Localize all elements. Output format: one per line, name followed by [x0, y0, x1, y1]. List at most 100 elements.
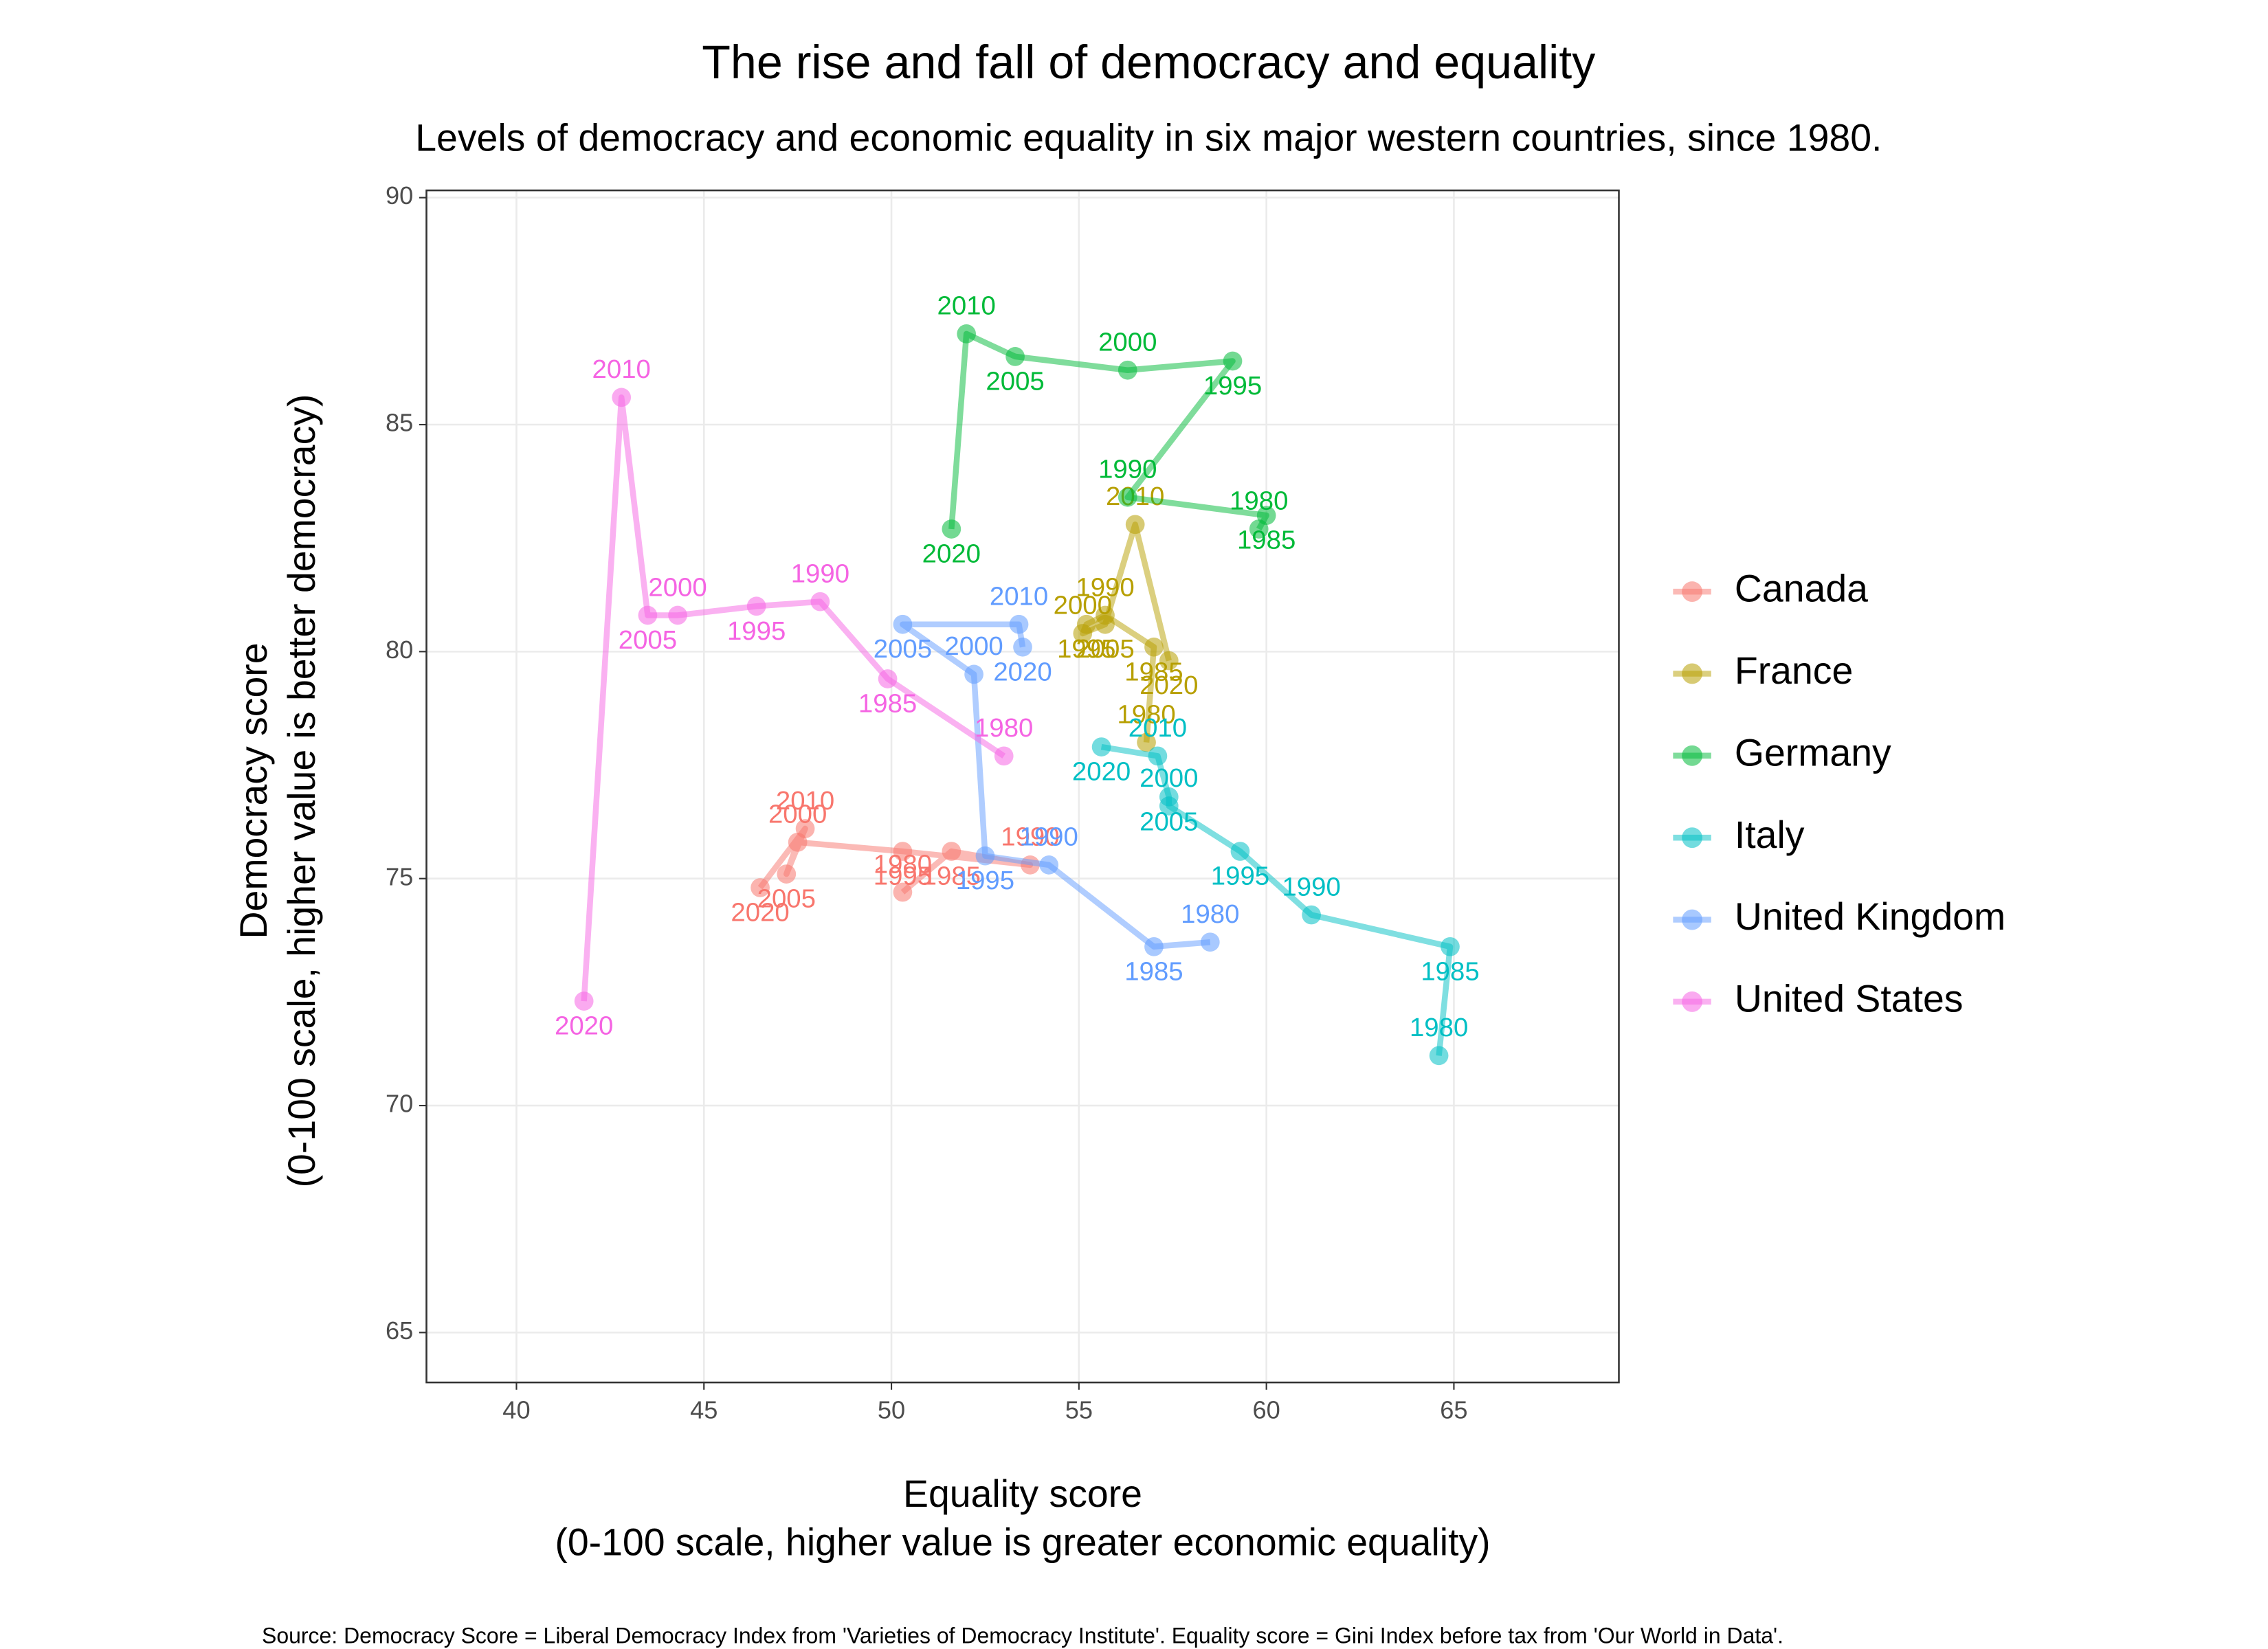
point-label: 1990: [1098, 454, 1157, 484]
data-point: [1256, 506, 1276, 526]
data-point: [1137, 732, 1156, 752]
series-line: [900, 621, 1211, 950]
x-axis-title: Equality score: [903, 1472, 1142, 1515]
data-point: [1073, 624, 1093, 643]
legend-label: Italy: [1735, 814, 1805, 856]
data-point: [878, 669, 898, 688]
point-label: 2010: [776, 786, 834, 816]
y-tick-label: 85: [386, 409, 413, 437]
data-point: [1118, 487, 1137, 507]
data-point: [1005, 347, 1025, 366]
legend-marker: [1682, 663, 1702, 684]
point-label: 2020: [993, 657, 1052, 686]
point-label: 1995: [874, 862, 932, 891]
legend-marker: [1682, 827, 1702, 849]
x-tick-label: 50: [878, 1395, 905, 1424]
point-label: 1990: [1282, 872, 1340, 901]
x-tick-label: 60: [1252, 1395, 1280, 1424]
data-point: [1230, 842, 1250, 861]
point-label: 1985: [1237, 526, 1296, 555]
data-point: [1009, 614, 1029, 634]
y-axis-title: Democracy score: [232, 642, 275, 939]
data-point: [1200, 932, 1220, 952]
x-axis-title: (0-100 scale, higher value is greater ec…: [555, 1521, 1490, 1563]
point-label: 1985: [1124, 956, 1183, 986]
data-point: [1441, 936, 1460, 956]
y-tick-label: 75: [386, 862, 413, 890]
y-axis-title: (0-100 scale, higher value is better dem…: [280, 394, 323, 1188]
point-label: 1980: [1117, 699, 1175, 729]
data-point: [751, 878, 770, 897]
point-label: 2020: [555, 1011, 613, 1041]
data-point: [942, 519, 961, 539]
data-point: [1429, 1046, 1449, 1066]
point-label: 1985: [922, 862, 981, 891]
data-point: [1125, 515, 1145, 535]
plot-border: [425, 189, 1620, 1384]
point-label: 2020: [922, 539, 981, 568]
point-label: 1990: [791, 559, 849, 588]
point-label: 1995: [956, 866, 1014, 895]
point-label: 1990: [1076, 572, 1134, 602]
y-tick-label: 70: [386, 1090, 413, 1118]
series-line: [581, 394, 1006, 1002]
data-point: [1118, 360, 1137, 380]
source-note: Source: Democracy Score = Liberal Democr…: [262, 1623, 1783, 1648]
y-tick-label: 90: [386, 181, 413, 210]
point-label: 2020: [1072, 757, 1131, 787]
point-label: 1980: [1410, 1013, 1468, 1042]
point-label: 1980: [975, 713, 1033, 743]
legend-label: France: [1735, 649, 1853, 692]
point-label: 1985: [858, 689, 917, 719]
point-label: 1980: [1181, 899, 1239, 929]
data-point: [612, 388, 632, 407]
point-label: 2005: [986, 366, 1044, 396]
chart-subtitle: Levels of democracy and economic equalit…: [415, 116, 1882, 159]
legend-label: Canada: [1735, 568, 1868, 610]
legend-marker: [1682, 581, 1702, 603]
data-point: [994, 746, 1014, 766]
y-tick-label: 80: [386, 636, 413, 664]
data-point: [1039, 855, 1059, 875]
data-point: [1223, 351, 1243, 371]
legend-marker: [1682, 745, 1702, 766]
data-point: [1159, 651, 1179, 671]
data-point: [1144, 637, 1164, 657]
point-label: 1995: [727, 616, 786, 646]
data-point: [810, 592, 830, 612]
x-tick-label: 40: [502, 1395, 530, 1424]
point-label: 2000: [1098, 327, 1157, 357]
data-point: [638, 605, 658, 625]
legend-marker: [1682, 909, 1702, 930]
data-point: [1013, 637, 1032, 657]
point-label: 2005: [1076, 634, 1134, 664]
data-point: [975, 846, 995, 866]
data-point: [1096, 614, 1115, 634]
point-label: 1990: [1020, 822, 1078, 852]
data-point: [893, 882, 913, 902]
data-point: [1302, 905, 1321, 925]
point-label: 2000: [1054, 591, 1112, 620]
data-point: [1091, 737, 1111, 756]
point-label: 2010: [592, 355, 651, 384]
legend-label: United States: [1735, 978, 1964, 1020]
data-point: [1148, 746, 1168, 766]
legend-label: United Kingdom: [1735, 895, 2005, 938]
point-label: 1995: [1203, 371, 1262, 401]
data-point: [893, 614, 913, 634]
x-tick-label: 55: [1065, 1395, 1093, 1424]
data-point: [942, 842, 961, 861]
point-label: 1990: [1001, 822, 1059, 852]
data-point: [574, 991, 594, 1011]
point-label: 1985: [1421, 956, 1479, 986]
point-label: 2010: [937, 291, 995, 321]
legend-marker: [1682, 991, 1702, 1012]
chart-title: The rise and fall of democracy and equal…: [702, 36, 1595, 89]
data-point: [746, 596, 766, 616]
point-label: 2000: [648, 572, 707, 602]
legend-label: Germany: [1735, 731, 1891, 774]
point-label: 2005: [619, 625, 677, 655]
data-point: [668, 605, 687, 625]
data-point: [964, 664, 983, 684]
data-point: [777, 864, 797, 884]
